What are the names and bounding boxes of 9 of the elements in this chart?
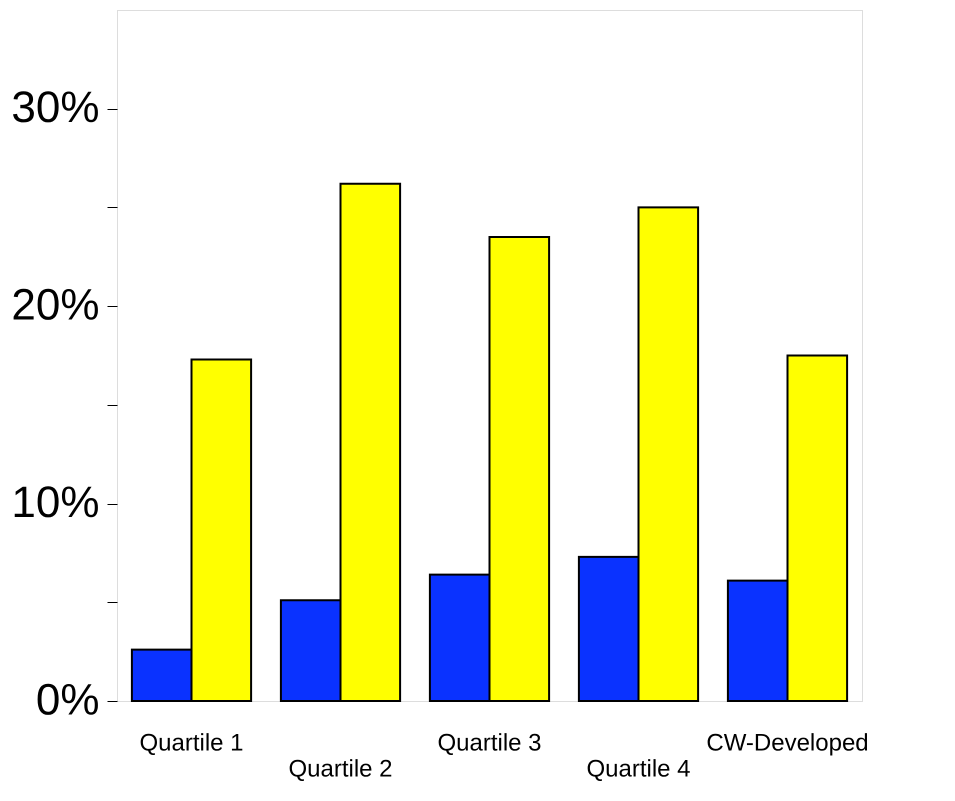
x-tick-label: Quartile 3: [437, 730, 542, 756]
x-tick-label: Quartile 1: [139, 730, 244, 756]
y-tick-label: 20%: [11, 280, 100, 330]
y-tick-label: 30%: [11, 83, 100, 132]
x-tick-label: Quartile 2: [288, 756, 393, 782]
y-tick-label: 10%: [11, 478, 100, 528]
x-tick-label: CW-Developed: [706, 730, 869, 756]
x-tick-label: Quartile 4: [586, 756, 691, 782]
y-tick-label: 0%: [36, 676, 100, 724]
